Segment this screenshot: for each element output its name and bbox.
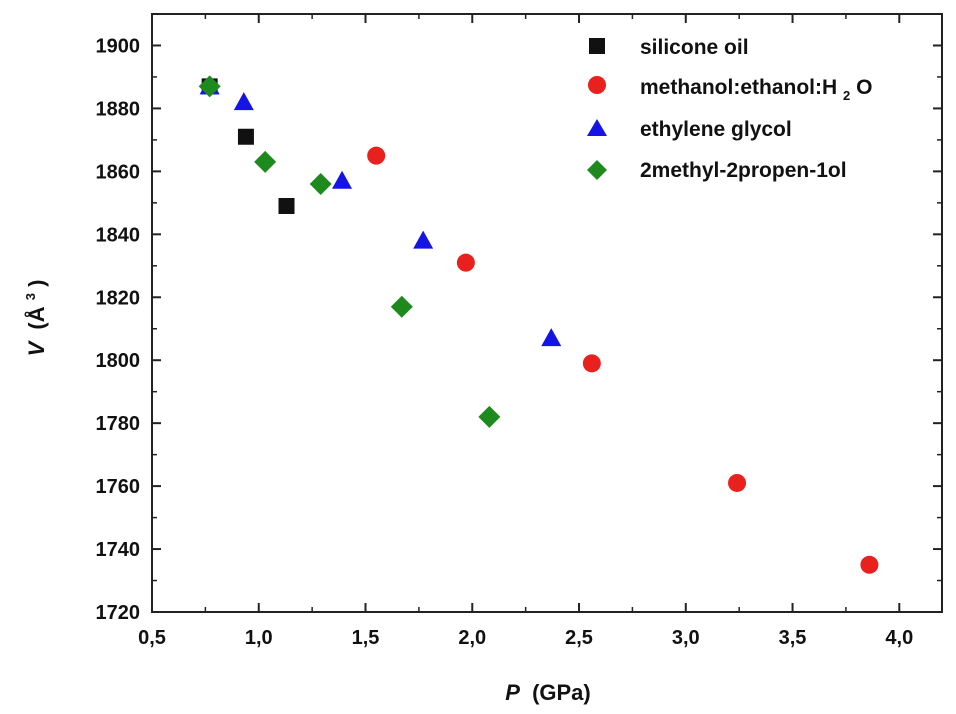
y-axis-tick-labels: 1720 1740 1760 1780 1800 1820 1840 1860 1880 1900 [96,35,141,624]
data-point-2methyl-2propen-1ol [390,295,413,318]
data-point-silicone-oil [237,128,254,145]
legend-item-ethylene-glycol: ethylene glycol [587,118,792,141]
x-tick-label: 3,5 [779,627,807,649]
x-axis-tick-labels: 0,5 1,0 1,5 2,0 2,5 3,0 3,5 4,0 [138,627,913,649]
legend-marker-circle [588,76,606,94]
data-point-2methyl-2propen-1ol [198,75,221,98]
y-tick-label: 1740 [96,539,141,561]
x-axis-symbol: P [505,680,520,705]
x-tick-label: 2,5 [565,627,593,649]
legend-marker-triangle [587,119,607,136]
data-point-silicone-oil [278,197,295,214]
legend-label-tail: O [856,76,872,99]
y-axis-unit: (Å [23,306,49,329]
y-tick-label: 1860 [96,161,141,183]
legend-label-2methyl-2propen-1ol: 2methyl-2propen-1ol [640,159,847,182]
y-axis-symbol: V [24,339,49,356]
x-tick-label: 0,5 [138,627,166,649]
y-tick-label: 1720 [96,602,141,624]
data-point-2methyl-2propen-1ol [254,150,277,173]
y-tick-label: 1900 [96,35,141,57]
data-point-ethylene-glycol [541,328,562,347]
y-tick-label: 1820 [96,287,141,309]
data-point-methanol-ethanol-water [582,354,601,373]
data-point-methanol-ethanol-water [367,146,386,165]
data-point-methanol-ethanol-water [860,555,879,574]
x-tick-label: 1,5 [352,627,380,649]
y-tick-label: 1800 [96,350,141,372]
legend-label-subscript: 2 [843,88,850,103]
data-point-2methyl-2propen-1ol [478,405,501,428]
data-point-ethylene-glycol [413,230,434,249]
x-axis-title: P (GPa) [505,680,591,705]
legend-label-silicone-oil: silicone oil [640,36,749,59]
legend-item-silicone-oil: silicone oil [589,36,749,59]
data-point-2methyl-2propen-1ol [309,172,332,195]
y-axis-unit-close: ) [24,280,49,287]
x-tick-label: 1,0 [245,627,273,649]
data-point-ethylene-glycol [332,170,353,189]
legend: silicone oil methanol:ethanol:H 2 O ethy… [587,36,872,182]
legend-label-methanol-ethanol-water: methanol:ethanol:H 2 O [640,76,872,105]
x-tick-label: 4,0 [885,627,913,649]
legend-marker-diamond [587,160,607,180]
plot-frame [151,13,943,613]
legend-label-main: methanol:ethanol:H [640,76,837,99]
y-axis-unit-superscript: 3 [23,293,38,300]
y-tick-label: 1880 [96,98,141,120]
y-tick-label: 1840 [96,224,141,246]
legend-item-methanol-ethanol-water: methanol:ethanol:H 2 O [588,76,872,105]
y-tick-label: 1760 [96,476,141,498]
y-axis-title: V (Å 3 ) [15,280,49,357]
legend-marker-square [589,38,605,54]
data-points [198,75,879,574]
x-tick-label: 2,0 [458,627,486,649]
legend-label-ethylene-glycol: ethylene glycol [640,118,792,141]
x-tick-label: 3,0 [672,627,700,649]
x-axis-unit: (GPa) [532,680,591,705]
data-point-ethylene-glycol [233,92,254,111]
data-point-methanol-ethanol-water [456,253,475,272]
axis-ticks [151,14,942,613]
y-tick-label: 1780 [96,413,141,435]
data-point-methanol-ethanol-water [728,473,747,492]
legend-item-2methyl-2propen-1ol: 2methyl-2propen-1ol [587,159,847,182]
